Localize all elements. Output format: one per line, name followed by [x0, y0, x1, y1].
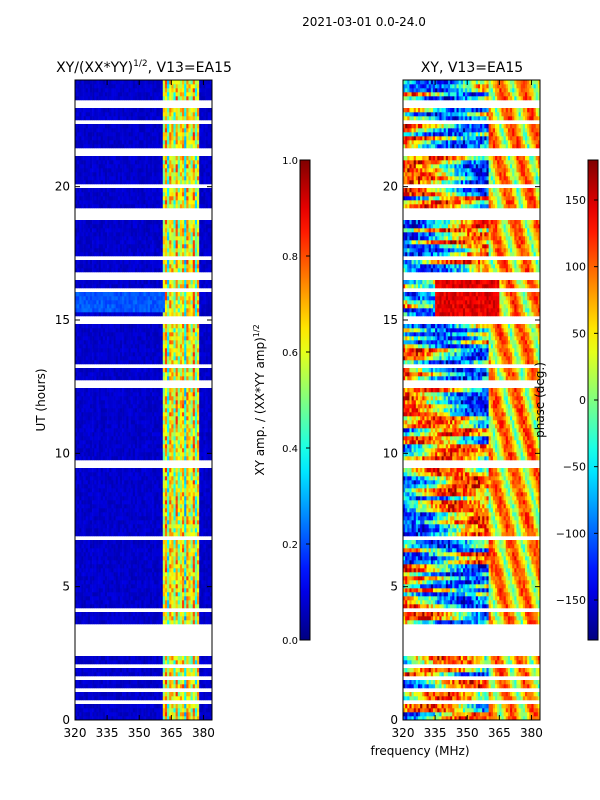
phase-colorbar-ticks: −150 −100 −50 0 50 100 150 [556, 194, 598, 607]
x-tick-label: 365 [160, 726, 183, 740]
amp-ticks: 320 335 350 365 380 0 5 10 15 20 [55, 80, 215, 740]
y-tick-label: 10 [55, 446, 70, 460]
y-tick-label: 0 [62, 713, 70, 727]
colorbar-tick-label: 1.0 [282, 156, 298, 167]
x-tick-label: 380 [192, 726, 215, 740]
x-tick-label: 335 [96, 726, 119, 740]
x-tick-label: 320 [64, 726, 87, 740]
phase-panel-title: XY, V13=EA15 [421, 60, 523, 76]
y-tick-label: 10 [383, 446, 398, 460]
colorbar-tick-label: −100 [556, 527, 586, 540]
colorbar-tick-label: 0.0 [282, 636, 298, 647]
amp-axes-frame [74, 79, 213, 721]
colorbar-tick-label: 0.4 [282, 444, 298, 455]
colorbar-tick-label: 0.6 [282, 348, 298, 359]
colorbar-tick-label: −50 [563, 461, 586, 474]
phase-axes-frame [402, 79, 541, 721]
x-tick-label: 365 [488, 726, 511, 740]
amp-colorbar-ticks: 0.0 0.2 0.4 0.6 0.8 1.0 [282, 156, 310, 647]
y-tick-label: 20 [383, 180, 398, 194]
y-tick-label: 0 [390, 713, 398, 727]
phase-ticks: 320 335 350 365 380 0 5 10 15 20 [383, 80, 543, 740]
amp-heatmap [75, 80, 213, 721]
colorbar-tick-label: −150 [556, 594, 586, 607]
colorbar-tick-label: 100 [565, 261, 586, 274]
x-tick-label: 380 [520, 726, 543, 740]
x-tick-label: 320 [392, 726, 415, 740]
phase-colorbar-label: phase (deg.) [533, 362, 547, 438]
x-tick-label: 350 [128, 726, 151, 740]
y-tick-label: 15 [55, 313, 70, 327]
colorbar-tick-label: 0.8 [282, 252, 298, 263]
figure-title: 2021-03-01 0.0-24.0 [302, 15, 426, 29]
phase-heatmap [403, 80, 541, 721]
colorbar-tick-label: 0 [579, 394, 586, 407]
y-tick-label: 15 [383, 313, 398, 327]
x-tick-label: 335 [424, 726, 447, 740]
amp-colorbar [299, 159, 311, 641]
amp-panel-title: XY/(XX*YY)1/2, V13=EA15 [56, 59, 232, 76]
y-tick-label: 5 [390, 580, 398, 594]
colorbar-tick-label: 0.2 [282, 540, 298, 551]
colorbar-tick-label: 150 [565, 194, 586, 207]
amp-colorbar-label: XY amp. / (XX*YY amp)1/2 [252, 324, 267, 475]
phase-xlabel: frequency (MHz) [370, 744, 469, 758]
y-tick-label: 5 [62, 580, 70, 594]
y-tick-label: 20 [55, 180, 70, 194]
amp-ylabel: UT (hours) [34, 368, 48, 431]
x-tick-label: 350 [456, 726, 479, 740]
colorbar-tick-label: 50 [572, 327, 586, 340]
